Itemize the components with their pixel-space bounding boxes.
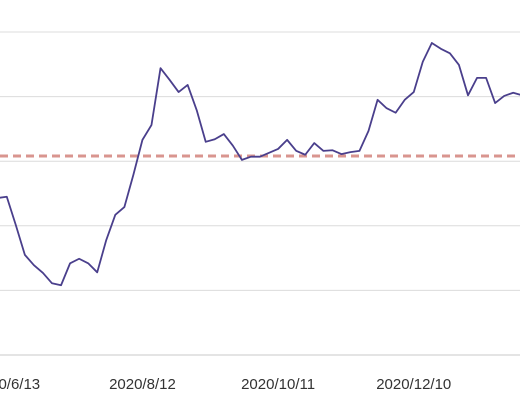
x-tick-label: 2020/8/12 bbox=[109, 376, 176, 393]
x-tick-label: 2020/6/13 bbox=[0, 376, 40, 393]
data-line bbox=[0, 42, 520, 287]
x-tick-label: 2020/12/10 bbox=[376, 376, 451, 393]
x-tick-label: 2020/10/11 bbox=[241, 376, 315, 393]
